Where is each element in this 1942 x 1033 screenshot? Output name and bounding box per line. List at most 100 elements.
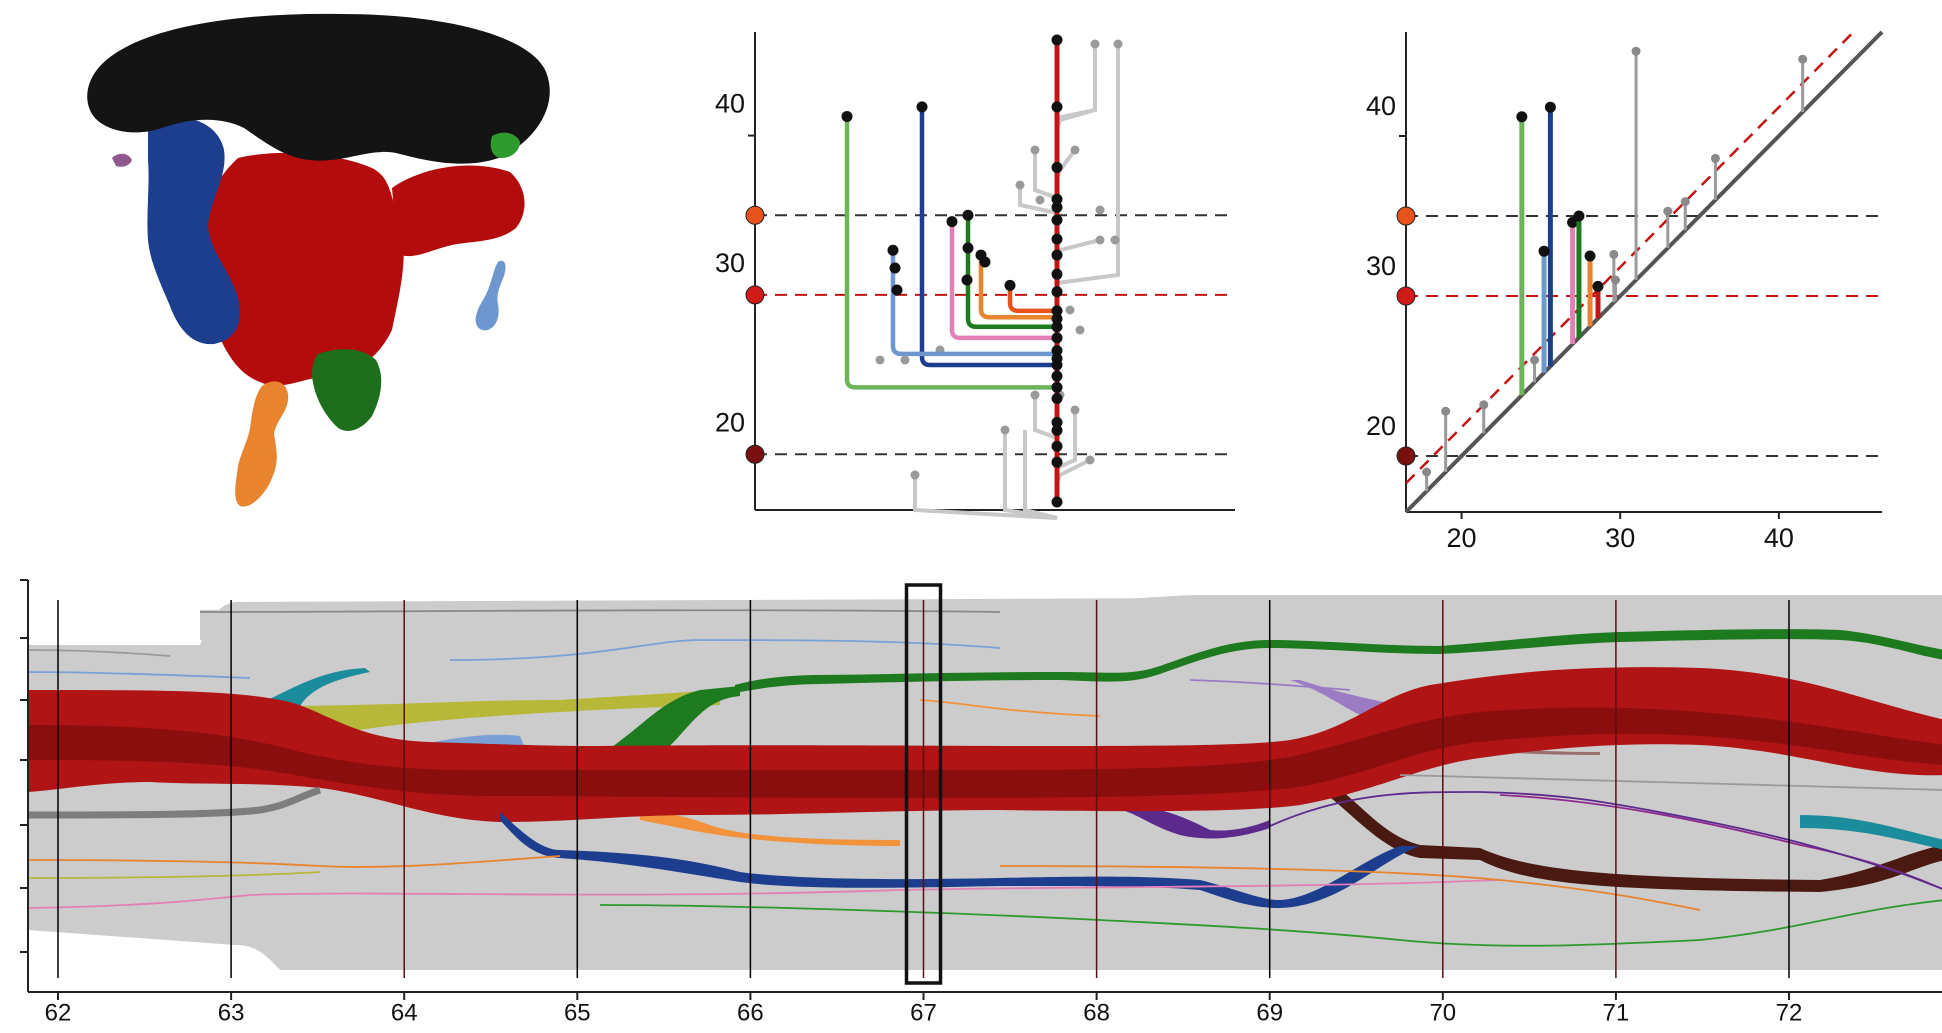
flow-thin-line	[919, 699, 1101, 717]
flow-thin-line	[999, 865, 1701, 911]
persistence-point	[1573, 210, 1585, 222]
flow-x-tick-label: 62	[45, 999, 72, 1026]
persistence-point	[1592, 280, 1604, 292]
merge-tree-branch	[890, 250, 1057, 357]
flow-x-tick-label: 66	[737, 999, 764, 1026]
flow-x-tick-label: 69	[1256, 999, 1283, 1026]
persistence-grey-point	[1422, 467, 1432, 477]
flow-line-grey	[27, 786, 322, 819]
merge-tree-birth-node	[841, 110, 853, 122]
flow-band-green-top	[735, 629, 1942, 693]
volume-rendering	[87, 13, 550, 507]
merge-tree-trunk-node	[1051, 416, 1063, 428]
merge-tree-trunk-node	[1051, 332, 1063, 344]
flow-background-upper	[200, 595, 1942, 640]
persistence-x-tick-label: 40	[1764, 523, 1794, 553]
merge-tree-threshold-marker	[745, 285, 765, 305]
flow-thin-lines	[27, 609, 1942, 947]
persistence-x-tick-label: 30	[1605, 523, 1635, 553]
merge-tree-trunk-node	[1051, 101, 1063, 113]
flow-thin-line	[1399, 774, 1942, 791]
flow-panel: 62 63 64 65 66 67 68 69 70 71 72	[20, 579, 1942, 1026]
merge-tree-branch	[949, 221, 1057, 341]
merge-tree-trunk-node	[1051, 496, 1063, 508]
merge-tree-trunk-node	[1051, 161, 1063, 173]
persistence-point	[1584, 250, 1596, 262]
segment-main-red	[205, 152, 404, 386]
merge-tree-branch	[1007, 285, 1057, 314]
merge-tree-grey-branch	[1023, 430, 1058, 520]
merge-tree-trunk-node	[1051, 321, 1063, 333]
merge-tree-inner-node	[961, 274, 973, 286]
merge-tree-trunk-node	[1051, 424, 1063, 436]
flow-thin-line	[27, 879, 1501, 909]
merge-tree-grey-node	[1095, 205, 1105, 215]
flow-band-green-merge	[600, 686, 740, 755]
merge-tree-branch	[844, 116, 1057, 390]
merge-tree-grey-branch	[1033, 150, 1058, 200]
persistence-x-tick-label: 20	[1447, 523, 1477, 553]
merge-tree-grey-branch	[1018, 185, 1058, 215]
merge-tree-grey-node	[1113, 39, 1123, 49]
flow-thin-line	[199, 609, 1001, 613]
persistence-diagonal	[1404, 30, 1884, 514]
persistence-grey-point	[1798, 54, 1808, 64]
merge-tree-inner-node	[889, 262, 901, 274]
time-axis: 62 63 64 65 66 67 68 69 70 71 72	[20, 579, 1942, 1026]
merge-tree-inner-node	[962, 242, 974, 254]
merge-tree-trunk-node	[1051, 313, 1063, 325]
merge-tree-grey-branch	[913, 475, 1058, 520]
persistence-grey-point	[1631, 46, 1641, 56]
flow-thin-line	[1699, 899, 1942, 941]
merge-tree-trunk-node	[1051, 201, 1063, 213]
merge-tree-grey-branch	[1033, 395, 1058, 440]
merge-tree-trunk-node	[1051, 392, 1063, 404]
merge-tree-grey-node	[1000, 425, 1010, 435]
merge-tree-birth-node	[887, 244, 899, 256]
merge-tree-trunk-node	[1051, 440, 1063, 452]
persistence-grey-point	[1479, 400, 1489, 410]
persistence-point	[1516, 111, 1528, 123]
persistence-threshold-marker	[1396, 286, 1416, 306]
flow-thin-line	[599, 904, 1701, 947]
merge-tree-birth-node	[946, 216, 958, 228]
merge-tree-trunk-node	[1051, 381, 1063, 393]
flow-band-teal-right	[1800, 815, 1942, 850]
merge-tree-trunk-node	[1051, 249, 1063, 261]
persistence-grey-point	[1530, 355, 1540, 365]
merge-tree-branch	[919, 106, 1057, 368]
flow-x-tick-label: 72	[1776, 999, 1803, 1026]
segment-light-blue	[475, 260, 506, 331]
merge-tree-grey-node	[1030, 145, 1040, 155]
persistence-threshold-marker	[1396, 206, 1416, 226]
persistence-offset-line	[1405, 31, 1855, 485]
flow-thin-line	[1269, 791, 1942, 890]
flow-x-tick-label: 71	[1603, 999, 1630, 1026]
persistence-grey-point	[1680, 197, 1690, 207]
merge-tree-birth-node	[962, 209, 974, 221]
persistence-y-tick-label: 40	[1366, 91, 1396, 121]
merge-tree-trunk-node	[1051, 193, 1063, 205]
merge-tree-birth-node	[1004, 279, 1016, 291]
merge-tree-grey-node	[1110, 235, 1120, 245]
merge-tree-inner-node	[891, 284, 903, 296]
merge-tree-panel: 20 30 40	[715, 32, 1235, 520]
merge-tree-trunk-node	[1051, 34, 1063, 46]
flow-band-olive	[260, 690, 720, 734]
merge-tree-y-tick-label: 30	[715, 248, 745, 278]
merge-tree-trunk-node	[1051, 286, 1063, 298]
flow-x-tick-label: 70	[1429, 999, 1456, 1026]
merge-tree-grey-branch	[1056, 44, 1120, 285]
merge-tree-y-tick-label: 20	[715, 407, 745, 437]
flow-thin-line	[449, 639, 1001, 661]
persistence-y-tick-label: 30	[1366, 251, 1396, 281]
merge-tree-inner-node	[979, 256, 991, 268]
merge-tree-trunk-node	[1051, 370, 1063, 382]
merge-tree-grey-node	[900, 355, 910, 365]
segment-red-right-arm	[392, 165, 525, 257]
merge-tree-grey-node	[875, 355, 885, 365]
persistence-y-tick-label: 20	[1366, 411, 1396, 441]
merge-tree-y-tick-label: 40	[715, 89, 745, 119]
merge-tree-grey-node	[910, 470, 920, 480]
